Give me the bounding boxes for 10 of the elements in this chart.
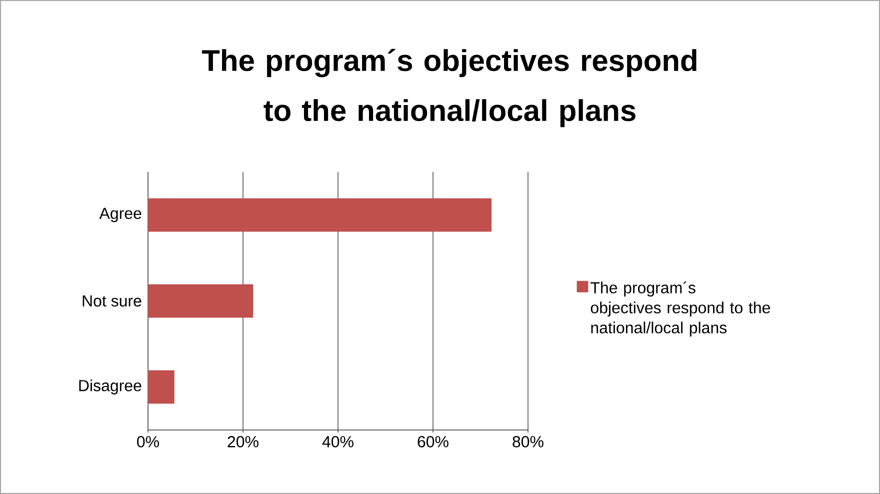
- x-tick-label: 80%: [512, 436, 544, 448]
- legend-label: The program´s objectives respond to the national/local plans: [590, 281, 770, 337]
- x-tick-label: 20%: [228, 436, 258, 448]
- y-tick-label: Agree: [99, 208, 142, 222]
- y-tick-label: Not sure: [82, 295, 142, 307]
- x-tick-label: 60%: [418, 436, 448, 448]
- x-tick-label: 0%: [137, 436, 160, 448]
- chart-title: The program´s objectives respond to the national/local plans: [202, 48, 696, 128]
- y-tick-label: Disagree: [79, 380, 142, 394]
- x-tick-label: 40%: [322, 436, 354, 448]
